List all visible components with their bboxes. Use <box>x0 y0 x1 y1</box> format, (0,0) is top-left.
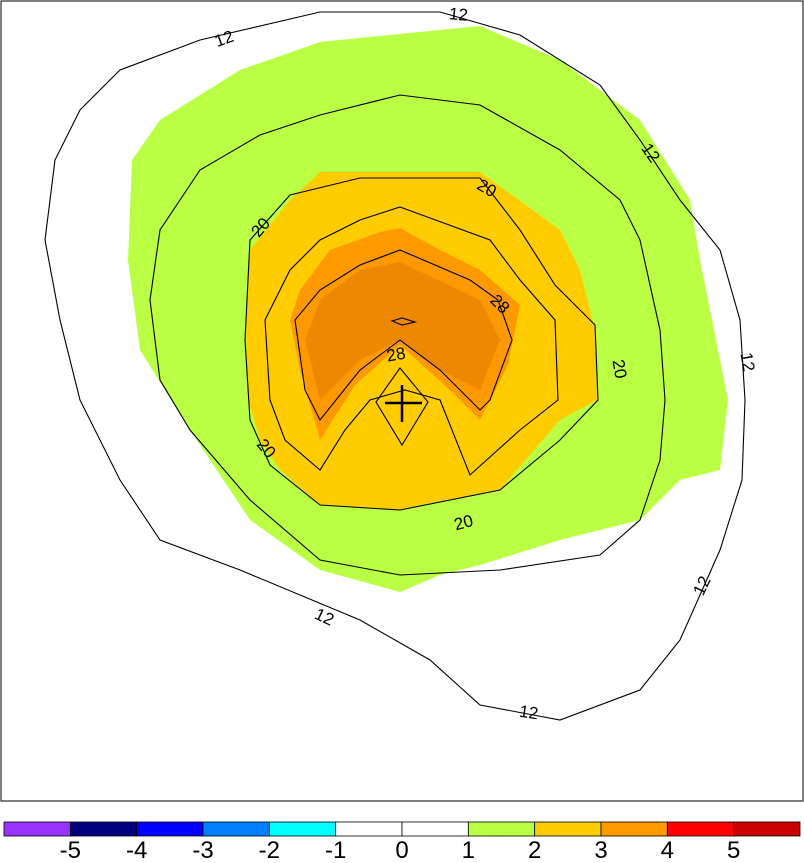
center-cross-marker <box>385 385 422 422</box>
colorbar-tick-label: 5 <box>727 837 740 863</box>
colorbar-tick-label: -5 <box>60 837 81 863</box>
colorbar-swatch <box>268 821 337 837</box>
colorbar-tick-label: 0 <box>395 837 408 863</box>
colorbar-swatch <box>202 821 270 837</box>
contour-label: 12 <box>448 4 469 25</box>
colorbar-tick-label: -4 <box>126 837 147 863</box>
colorbar-tick-label: 1 <box>462 837 475 863</box>
contour-28 <box>294 249 513 422</box>
colorbar-swatch <box>733 821 801 837</box>
colorbar-swatch <box>335 821 403 837</box>
contour-20-core <box>264 206 559 476</box>
colorbar-swatch <box>600 821 668 837</box>
contour-label: 20 <box>608 358 630 380</box>
colorbar-swatch <box>534 821 602 837</box>
contour-label: 28 <box>385 344 407 366</box>
colorbar: -5 -4 -3 -2 -1 0 1 2 3 4 5 <box>3 821 801 863</box>
colorbar-tick-label: -3 <box>192 837 213 863</box>
contour-label: 20 <box>452 511 475 534</box>
colorbar-swatch <box>69 821 138 837</box>
colorbar-tick-label: 3 <box>594 837 607 863</box>
colorbar-swatch <box>666 821 735 837</box>
contour-12 <box>44 11 746 721</box>
colorbar-swatch <box>136 821 204 837</box>
colorbar-swatch <box>3 821 71 837</box>
contour-label: 12 <box>736 351 758 373</box>
contour-20-outer <box>149 94 666 576</box>
region-orange-center <box>305 262 500 400</box>
contour-28-center <box>375 367 429 447</box>
filled-regions <box>128 26 728 592</box>
colorbar-swatch <box>467 821 536 837</box>
contour-28-inner <box>390 317 418 326</box>
colorbar-tick-label: -1 <box>325 837 346 863</box>
colorbar-tick-label: 2 <box>528 837 541 863</box>
contour-20-inner <box>244 177 599 511</box>
colorbar-swatch <box>401 821 469 837</box>
contour-label: 12 <box>518 702 539 723</box>
colorbar-tick-label: -2 <box>259 837 280 863</box>
contour-lines <box>44 11 746 721</box>
colorbar-tick-label: 4 <box>661 837 674 863</box>
